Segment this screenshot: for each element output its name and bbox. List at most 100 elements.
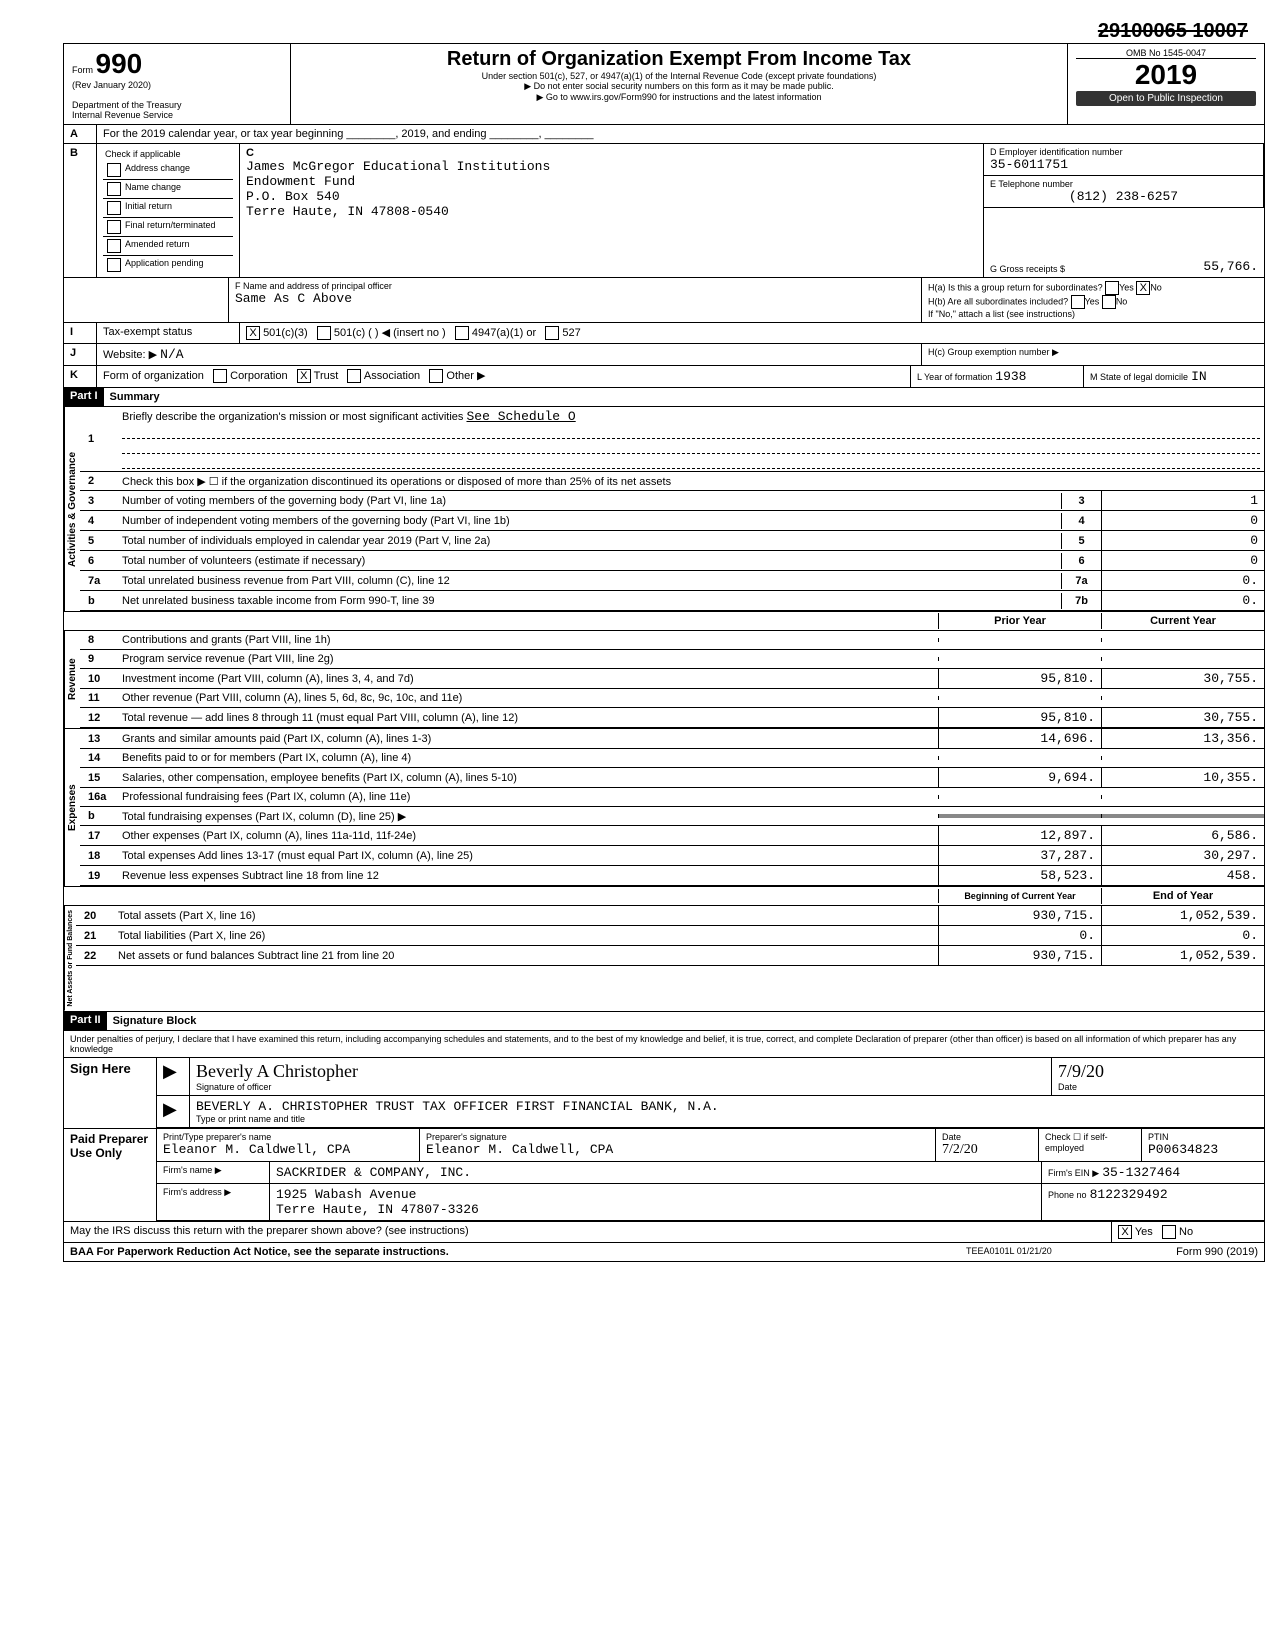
line-16b: Total fundraising expenses (Part IX, col…: [118, 808, 938, 825]
form-note2: ▶ Go to www.irs.gov/Form990 for instruct…: [299, 92, 1059, 103]
p18: 37,287.: [938, 846, 1101, 865]
expenses-label: Expenses: [64, 729, 80, 886]
line-12: Total revenue — add lines 8 through 11 (…: [118, 710, 938, 726]
state-label: M State of legal domicile: [1090, 372, 1188, 382]
prep-name: Eleanor M. Caldwell, CPA: [163, 1142, 413, 1157]
org-name-1: James McGregor Educational Institutions: [246, 159, 977, 174]
gross-receipts: 55,766.: [1203, 259, 1258, 274]
tax-exempt-label: Tax-exempt status: [97, 323, 240, 343]
end-year-header: End of Year: [1101, 888, 1264, 904]
discuss-yes[interactable]: X: [1118, 1225, 1132, 1239]
val-7b: 0.: [1101, 591, 1264, 610]
part1-header: Part I Summary: [64, 388, 1264, 407]
prep-sig: Eleanor M. Caldwell, CPA: [426, 1142, 929, 1157]
line-a-text: For the 2019 calendar year, or tax year …: [97, 125, 1264, 143]
val-7a: 0.: [1101, 571, 1264, 590]
section-assets: Net Assets or Fund Balances 20Total asse…: [64, 906, 1264, 1012]
part2-header: Part II Signature Block: [64, 1012, 1264, 1031]
box-e-label: E Telephone number: [990, 179, 1257, 189]
line-16a: Professional fundraising fees (Part IX, …: [118, 789, 938, 805]
firm-ein: 35-1327464: [1102, 1165, 1180, 1180]
box-f-label: F Name and address of principal officer: [235, 281, 915, 291]
line-10: Investment income (Part VIII, column (A)…: [118, 671, 938, 687]
part1-title: Summary: [104, 388, 1264, 406]
chk-address[interactable]: Address change: [125, 163, 190, 177]
line-4: Number of independent voting members of …: [118, 513, 1061, 529]
line-8: Contributions and grants (Part VIII, lin…: [118, 632, 938, 648]
p12: 95,810.: [938, 708, 1101, 727]
chk-pending[interactable]: Application pending: [125, 258, 204, 272]
c17: 6,586.: [1101, 826, 1264, 845]
h-c-label: H(c) Group exemption number ▶: [922, 344, 1264, 365]
form-label: Form: [72, 65, 96, 75]
org-addr-2: Terre Haute, IN 47808-0540: [246, 204, 977, 219]
officer-signature: Beverly A Christopher: [196, 1061, 1045, 1082]
e21: 0.: [1101, 926, 1264, 945]
b22: 930,715.: [938, 946, 1101, 965]
section-revenue: Revenue 8Contributions and grants (Part …: [64, 631, 1264, 729]
firm-phone: 8122329492: [1090, 1187, 1168, 1202]
line-19: Revenue less expenses Subtract line 18 f…: [118, 868, 938, 884]
footer-code: TEEA0101L 01/21/20: [960, 1243, 1122, 1261]
c19: 458.: [1101, 866, 1264, 885]
c12: 30,755.: [1101, 708, 1264, 727]
line-a: A For the 2019 calendar year, or tax yea…: [64, 125, 1264, 144]
year-form-label: L Year of formation: [917, 372, 992, 382]
line-15: Salaries, other compensation, employee b…: [118, 770, 938, 786]
h-b-note: If "No," attach a list (see instructions…: [928, 309, 1258, 319]
line-21: Total liabilities (Part X, line 26): [114, 928, 938, 944]
val-5: 0: [1101, 531, 1264, 550]
h-a-no[interactable]: X: [1136, 281, 1150, 295]
chk-initial[interactable]: Initial return: [125, 201, 172, 215]
sign-date: 7/9/20: [1058, 1061, 1258, 1082]
p10: 95,810.: [938, 669, 1101, 688]
header-block: B Check if applicable Address change Nam…: [64, 144, 1264, 278]
chk-trust[interactable]: X: [297, 369, 311, 383]
chk-name[interactable]: Name change: [125, 182, 181, 196]
firm-phone-label: Phone no: [1048, 1190, 1087, 1200]
form-note1: ▶ Do not enter social security numbers o…: [299, 81, 1059, 92]
box-d-label: D Employer identification number: [990, 147, 1257, 157]
website-value: N/A: [160, 347, 183, 362]
revenue-label: Revenue: [64, 631, 80, 728]
part2-label: Part II: [64, 1012, 107, 1030]
firm-ein-label: Firm's EIN ▶: [1048, 1168, 1099, 1178]
line-18: Total expenses Add lines 13-17 (must equ…: [118, 848, 938, 864]
c10: 30,755.: [1101, 669, 1264, 688]
line-7a: Total unrelated business revenue from Pa…: [118, 573, 1061, 589]
c13: 13,356.: [1101, 729, 1264, 748]
footer-row: BAA For Paperwork Reduction Act Notice, …: [64, 1243, 1264, 1261]
state-value: IN: [1191, 369, 1207, 384]
chk-501c3[interactable]: X: [246, 326, 260, 340]
form-dept: Department of the Treasury: [72, 100, 282, 110]
e22: 1,052,539.: [1101, 946, 1264, 965]
line-11: Other revenue (Part VIII, column (A), li…: [118, 690, 938, 706]
sign-here-label: Sign Here: [64, 1058, 157, 1128]
section-expenses: Expenses 13Grants and similar amounts pa…: [64, 729, 1264, 887]
preparer-block: Paid Preparer Use Only Print/Type prepar…: [64, 1129, 1264, 1222]
gov-label: Activities & Governance: [64, 407, 80, 611]
form-rev: (Rev January 2020): [72, 80, 282, 90]
prep-name-label: Print/Type preparer's name: [163, 1132, 413, 1142]
b20: 930,715.: [938, 906, 1101, 925]
chk-final[interactable]: Final return/terminated: [125, 220, 216, 234]
sig-label: Signature of officer: [196, 1082, 1045, 1092]
line-20: Total assets (Part X, line 16): [114, 908, 938, 924]
tax-year: 2019: [1076, 59, 1256, 91]
line-1-value: See Schedule O: [466, 409, 575, 424]
col-headers-assets: Beginning of Current Year End of Year: [64, 887, 1264, 906]
firm-label: Firm's name ▶: [157, 1162, 270, 1183]
phone-value: (812) 238-6257: [990, 189, 1257, 204]
val-4: 0: [1101, 511, 1264, 530]
form-number: 990: [96, 48, 143, 79]
org-addr-1: P.O. Box 540: [246, 189, 977, 204]
self-employed: Check ☐ if self-employed: [1039, 1129, 1142, 1161]
line-17: Other expenses (Part IX, column (A), lin…: [118, 828, 938, 844]
c18: 30,297.: [1101, 846, 1264, 865]
discuss-text: May the IRS discuss this return with the…: [64, 1222, 1112, 1242]
website-label: Website: ▶: [103, 349, 157, 361]
chk-amended[interactable]: Amended return: [125, 239, 190, 253]
box-c: C James McGregor Educational Institution…: [240, 144, 984, 277]
part1-label: Part I: [64, 388, 104, 406]
prior-year-header: Prior Year: [938, 613, 1101, 629]
